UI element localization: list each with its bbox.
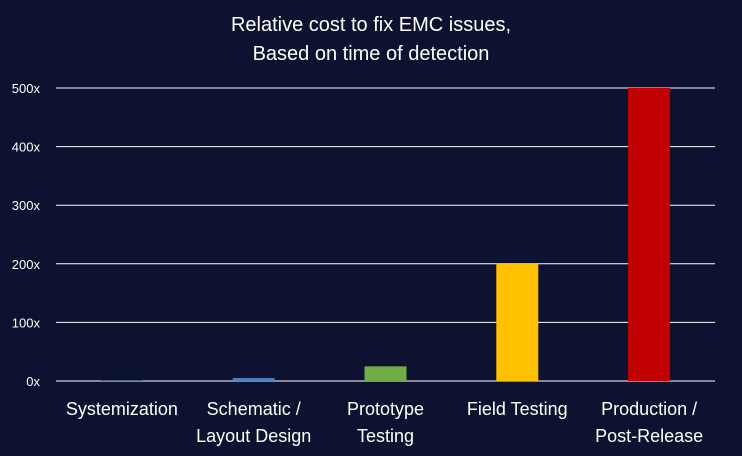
x-tick-label: Post-Release	[595, 426, 703, 446]
bar-1	[232, 378, 275, 381]
x-tick-label: Testing	[357, 426, 414, 446]
x-tick-label: Layout Design	[196, 426, 311, 446]
y-tick-label: 200x	[12, 257, 41, 272]
bar-2	[364, 366, 407, 381]
bar-4	[628, 88, 671, 381]
x-tick-label: Systemization	[66, 399, 178, 419]
y-tick-label: 400x	[12, 140, 41, 155]
x-tick-label: Prototype	[347, 399, 424, 419]
y-tick-label: 500x	[12, 81, 41, 96]
x-tick-label: Schematic /	[207, 399, 301, 419]
x-tick-label: Production /	[601, 399, 697, 419]
chart-title-line-2: Based on time of detection	[252, 43, 490, 65]
y-tick-label: 100x	[12, 315, 41, 330]
y-tick-label: 0x	[26, 374, 40, 389]
bar-3	[496, 263, 539, 381]
chart-title-line-1: Relative cost to fix EMC issues,	[230, 14, 512, 36]
y-tick-label: 300x	[12, 198, 41, 213]
x-tick-label: Field Testing	[467, 399, 568, 419]
